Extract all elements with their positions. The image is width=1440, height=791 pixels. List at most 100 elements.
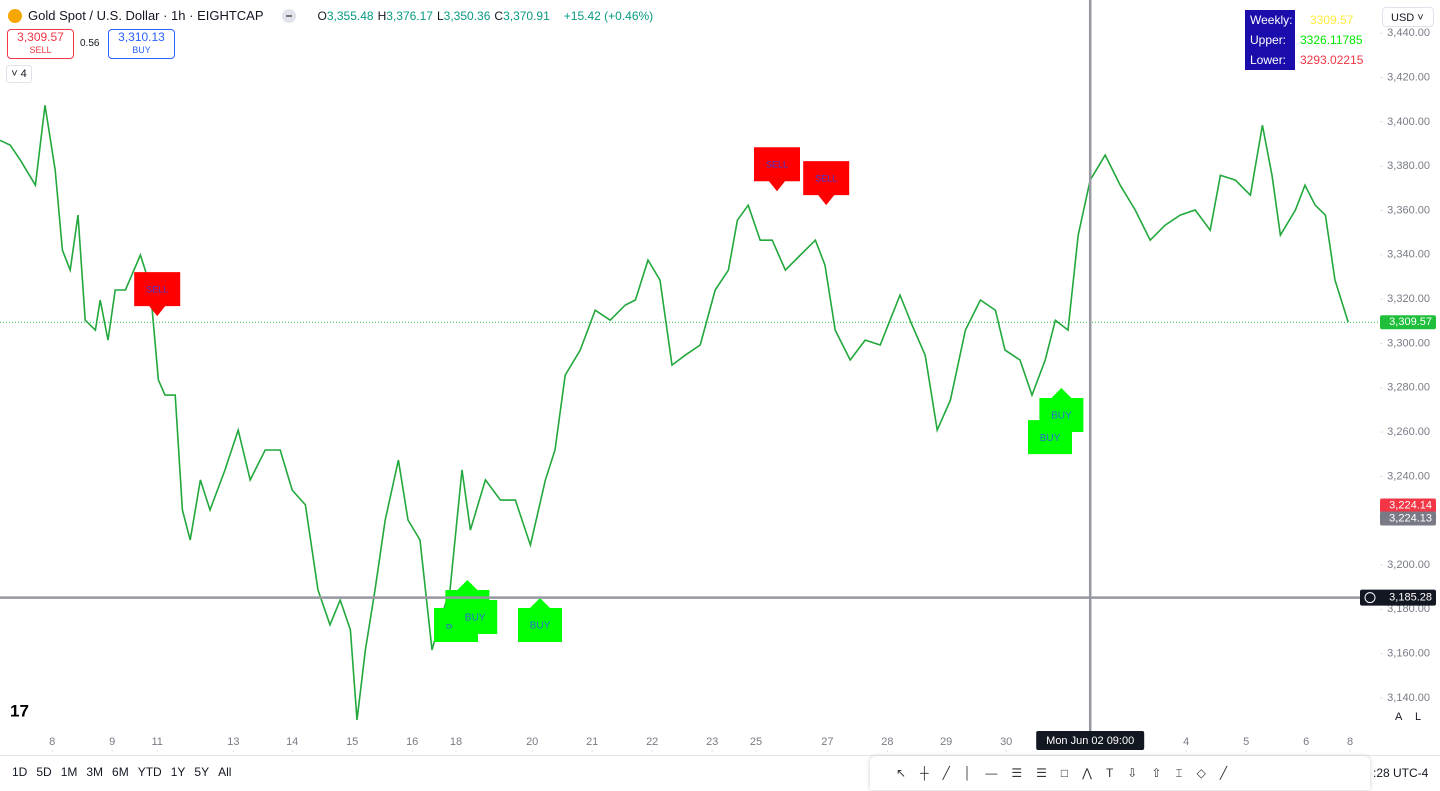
- y-tick-label: 3,260.00: [1387, 426, 1430, 438]
- x-tick-label: 18: [450, 736, 462, 748]
- tool[interactable]: ◇: [1196, 766, 1206, 780]
- indicator-row: Weekly: 3309.57: [1245, 10, 1370, 30]
- y-tick-label: 3,380.00: [1387, 160, 1430, 172]
- x-tick-label: 30: [1000, 736, 1012, 748]
- spread: 0.56: [80, 38, 100, 49]
- crosshair-plus: [1364, 592, 1376, 604]
- tool[interactable]: ⋀: [1082, 766, 1092, 780]
- indicators-toggle[interactable]: ˅ 4: [6, 65, 32, 83]
- price-line-series: [0, 105, 1349, 720]
- y-tick-label: 3,340.00: [1387, 249, 1430, 261]
- header: Gold Spot / U.S. Dollar · 1h · EIGHTCAP …: [8, 8, 653, 23]
- x-tick-label: 8: [1347, 736, 1353, 748]
- signal: BUY: [518, 598, 562, 643]
- ohlc-key: C: [494, 8, 504, 23]
- x-tick-label: 16: [406, 736, 418, 748]
- buy-signal: [518, 598, 562, 643]
- crosshair-y-label: 3,185.28: [1389, 592, 1432, 604]
- logo: [8, 8, 22, 23]
- tool[interactable]: ☰: [1011, 766, 1023, 780]
- tool[interactable]: │: [963, 766, 972, 780]
- change: +15.42 (+0.46%): [563, 8, 654, 23]
- crosshair-x-box: [1036, 731, 1145, 750]
- indicator-key: Upper:: [1245, 30, 1295, 50]
- y-tick-label: 3,320.00: [1387, 293, 1430, 305]
- ohlc-key: L: [436, 8, 444, 23]
- range-button[interactable]: 1M: [60, 765, 78, 779]
- indicator-row: Lower: 3293.02215: [1245, 50, 1370, 70]
- crosshair-y-box: [1360, 589, 1436, 606]
- y-tick-label: 3,280.00: [1387, 382, 1430, 394]
- tool[interactable]: —: [985, 766, 998, 780]
- currency-select[interactable]: USD ˅: [1382, 7, 1434, 27]
- buy-signal: [453, 590, 498, 635]
- chart: 17 3,140.003,160.003,180.003,200.003,220…: [0, 0, 1436, 752]
- sell-signal: [754, 147, 800, 192]
- range-button[interactable]: 5Y: [194, 765, 210, 779]
- range-button[interactable]: 6M: [112, 765, 129, 779]
- tool[interactable]: ☰: [1036, 766, 1047, 780]
- y-tick-label: 3,440.00: [1387, 27, 1430, 39]
- y-tick-label: 3,240.00: [1387, 470, 1430, 482]
- buy-label: BUY: [132, 45, 151, 55]
- tool[interactable]: ╱: [942, 766, 950, 780]
- indicator-key: Weekly:: [1245, 10, 1295, 30]
- ohlc-value: 3,376.17: [386, 8, 433, 23]
- x-tick-label: 15: [346, 736, 358, 748]
- ohlc-value: 3,370.91: [503, 8, 550, 23]
- range-button[interactable]: 1D: [12, 765, 28, 779]
- range-button[interactable]: YTD: [137, 765, 162, 779]
- ohlc-key: H: [377, 8, 387, 23]
- bottom-toolbar: 1D 5D 1M 3M 6M YTD 1Y 5Y All ↖ ┼ ╱ │ — ☰ ☰ □ ⋀ T ⇩ ⇧ ⌶ ◇ ╱ :28…: [0, 711, 1440, 791]
- price-tag-label: 3,224.13: [1389, 512, 1432, 524]
- signal: BUY: [453, 590, 498, 635]
- buy-price: 3,310.13: [118, 30, 165, 44]
- y-tick-label: 3,360.00: [1387, 204, 1430, 216]
- range-button[interactable]: 5D: [36, 765, 52, 779]
- symbol-title[interactable]: Gold Spot / U.S. Dollar · 1h · EIGHTCAP: [28, 8, 264, 23]
- range-button[interactable]: 1Y: [170, 765, 186, 779]
- x-tick-label: 25: [750, 736, 762, 748]
- ohlc-key: O: [317, 8, 327, 23]
- price-tag-label: 3,224.14: [1389, 499, 1432, 511]
- tool[interactable]: □: [1060, 766, 1069, 780]
- scale-button[interactable]: L: [1415, 711, 1422, 723]
- y-tick-label: 3,400.00: [1387, 116, 1430, 128]
- x-tick-label: 13: [227, 736, 239, 748]
- buy-button[interactable]: 3,310.13 BUY: [108, 29, 175, 59]
- x-tick-label: 14: [286, 736, 298, 748]
- y-tick-label: 3,140.00: [1387, 692, 1430, 704]
- range-button[interactable]: All: [218, 765, 232, 779]
- range-button[interactable]: 3M: [86, 765, 104, 779]
- indicator-value: 3293.02215: [1295, 53, 1364, 67]
- indicator-row: Upper: 3326.11785: [1245, 30, 1370, 50]
- indicator-table: Weekly: 3309.57 Upper: 3326.11785 Lower: 3293…: [1245, 10, 1370, 70]
- x-tick-label: 6: [1303, 736, 1309, 748]
- tool[interactable]: T: [1105, 766, 1114, 780]
- currency: USD: [1391, 12, 1415, 24]
- x-tick-label: 21: [586, 736, 598, 748]
- tool[interactable]: ⌶: [1175, 765, 1183, 780]
- ohlc-value: 3,355.48: [326, 8, 374, 23]
- tool[interactable]: ⇩: [1127, 766, 1138, 780]
- collapse-button[interactable]: [281, 8, 296, 23]
- sell-signal: [134, 272, 181, 317]
- sell-price: 3,309.57: [17, 30, 64, 44]
- y-tick-label: 3,420.00: [1387, 71, 1430, 83]
- signal: SELL: [803, 161, 850, 206]
- tool[interactable]: ↖: [896, 766, 907, 780]
- ohlc-item: O3,355.48: [318, 9, 374, 23]
- ohlc-value: 3,350.36: [443, 8, 491, 23]
- sell-button[interactable]: 3,309.57 SELL: [7, 29, 74, 59]
- x-tick-label: 29: [940, 736, 952, 748]
- tool[interactable]: ┼: [920, 766, 929, 780]
- signal-label: BUY: [1051, 411, 1072, 422]
- x-tick-label: 20: [526, 736, 538, 748]
- signal-label: SELL: [815, 174, 837, 184]
- tool[interactable]: ⇧: [1151, 766, 1162, 780]
- scale-button[interactable]: A: [1395, 711, 1403, 723]
- tool[interactable]: ╱: [1219, 766, 1228, 780]
- indicator-key: Lower:: [1245, 50, 1295, 70]
- x-tick-label: 11: [151, 736, 162, 748]
